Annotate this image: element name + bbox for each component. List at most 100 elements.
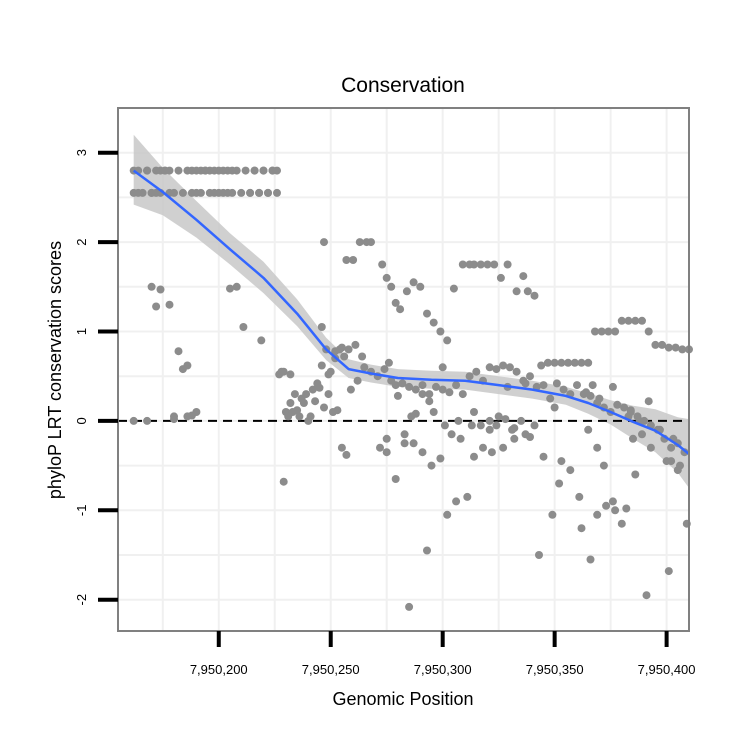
data-point [604, 327, 613, 336]
data-point [138, 188, 147, 197]
data-point [467, 421, 476, 430]
data-point [501, 415, 510, 424]
data-point [286, 399, 295, 407]
data-point [409, 439, 418, 448]
data-point [273, 188, 281, 197]
data-point [550, 358, 559, 367]
data-point [380, 365, 389, 374]
data-point [452, 381, 461, 390]
x-tick-label: 7,950,200 [190, 662, 248, 677]
data-point [333, 406, 342, 415]
data-point [629, 434, 637, 443]
data-point [147, 188, 156, 197]
data-point [382, 434, 391, 443]
data-point [183, 361, 192, 370]
data-point [226, 284, 234, 293]
confidence-band-group [133, 134, 689, 489]
data-point [147, 282, 156, 291]
data-point [376, 443, 384, 452]
data-point [492, 365, 501, 374]
data-point [411, 409, 420, 418]
data-point [438, 363, 447, 372]
data-point [543, 358, 552, 367]
data-point [418, 390, 427, 399]
data-point [170, 415, 178, 424]
data-point [638, 316, 646, 325]
data-point [465, 372, 474, 381]
data-point [476, 260, 485, 269]
data-point [398, 379, 407, 388]
y-tick-label: 3 [74, 149, 89, 156]
data-point [575, 492, 584, 501]
data-point [257, 336, 266, 345]
data-point [548, 510, 557, 519]
data-point [658, 340, 667, 349]
data-point [577, 524, 586, 533]
data-point [228, 166, 237, 175]
data-point [378, 260, 387, 269]
data-point [593, 443, 602, 452]
data-point [165, 300, 174, 309]
data-point [324, 370, 333, 379]
data-point [337, 443, 346, 452]
data-point [429, 318, 438, 327]
data-point [351, 340, 360, 349]
data-point [187, 166, 196, 175]
data-point [317, 361, 326, 370]
data-point [293, 406, 302, 415]
data-point [214, 188, 223, 197]
x-tick-label: 7,950,300 [414, 662, 472, 677]
data-point [503, 260, 512, 269]
data-point [447, 430, 456, 439]
data-point [483, 260, 492, 269]
axes: 7,950,200 7,950,250 7,950,300 7,950,350 7,95… [74, 149, 696, 677]
data-point [416, 282, 425, 291]
data-point [387, 282, 396, 291]
data-point [418, 448, 427, 457]
data-point [678, 345, 687, 354]
data-point [205, 188, 214, 197]
data-point [620, 403, 629, 412]
data-point [192, 188, 201, 197]
data-point [342, 450, 351, 459]
y-tick-label: -2 [74, 594, 89, 606]
data-point [510, 424, 519, 433]
data-point [608, 497, 617, 506]
data-point [411, 385, 420, 394]
data-point [667, 457, 676, 466]
data-point [223, 188, 232, 197]
data-point [405, 382, 414, 391]
data-point [521, 379, 530, 388]
data-point [494, 412, 503, 421]
data-point [608, 382, 617, 391]
data-point [290, 390, 299, 399]
data-point [564, 358, 573, 367]
data-point [577, 358, 586, 367]
data-point [400, 430, 409, 439]
data-point [246, 188, 255, 197]
data-point [440, 421, 449, 430]
data-point [454, 416, 463, 425]
data-point [418, 381, 427, 390]
data-point [559, 385, 568, 394]
y-tick-label: -1 [74, 505, 89, 517]
data-point [391, 381, 400, 390]
smooth-line [132, 169, 690, 455]
y-axis-title: phyloP LRT conservation scores [45, 241, 65, 499]
chart-title: Conservation [341, 74, 465, 97]
data-point [499, 361, 508, 370]
data-point [452, 497, 461, 506]
data-point [320, 403, 328, 412]
data-point [241, 166, 250, 175]
data-point [552, 379, 561, 388]
data-point [470, 408, 478, 416]
data-point [425, 390, 434, 399]
data-point [570, 358, 579, 367]
smooth-line-group [132, 169, 690, 455]
data-point [512, 367, 521, 376]
data-point [591, 327, 599, 336]
data-point [396, 305, 405, 314]
data-point [268, 166, 277, 175]
data-point [436, 454, 445, 463]
